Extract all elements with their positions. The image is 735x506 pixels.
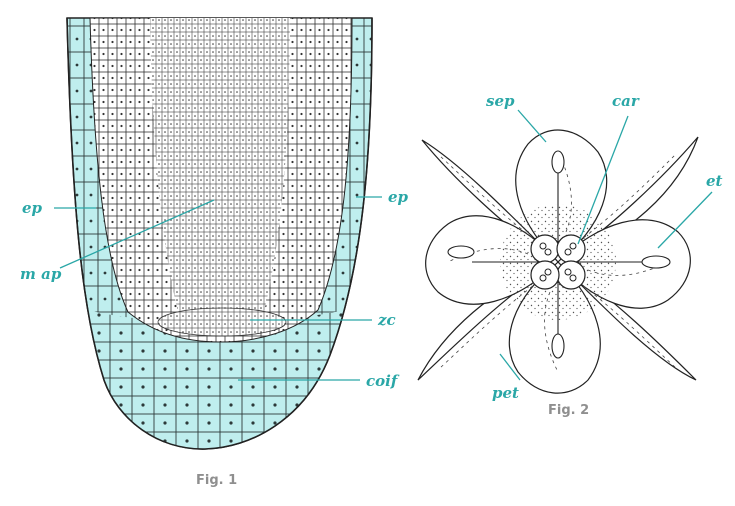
anther [551,333,565,359]
label-sep: sep [486,92,515,110]
carpel [556,234,586,264]
root-tip-figure: ep ep m ap zc coif Fig. 1 [20,17,409,488]
label-zc: zc [377,311,396,329]
flower-center-shading [500,204,616,320]
m-ap-leader [59,199,215,269]
et-leader [657,191,713,249]
pet-leader [499,353,521,381]
carpel [556,260,586,290]
label-et: et [706,172,723,190]
carpel [530,234,560,264]
label-pet: pet [492,384,519,402]
label-car: car [612,92,640,110]
label-ep-right: ep [388,188,409,206]
central-column [150,18,290,320]
anther [641,255,671,269]
sep-leader [517,109,547,143]
label-ep-left: ep [22,199,43,217]
carpel [530,260,560,290]
label-m-ap: m ap [20,265,62,283]
anther [551,150,565,174]
ovules [539,242,577,282]
quiescent-center [157,307,287,337]
label-coif: coif [366,372,400,390]
anther [447,245,475,259]
stamens [447,150,671,359]
caption-fig1: Fig. 1 [196,473,237,488]
flower-figure [417,129,699,394]
car-leader [577,115,629,245]
caption-fig2: Fig. 2 [548,403,589,418]
carpels [530,234,586,290]
